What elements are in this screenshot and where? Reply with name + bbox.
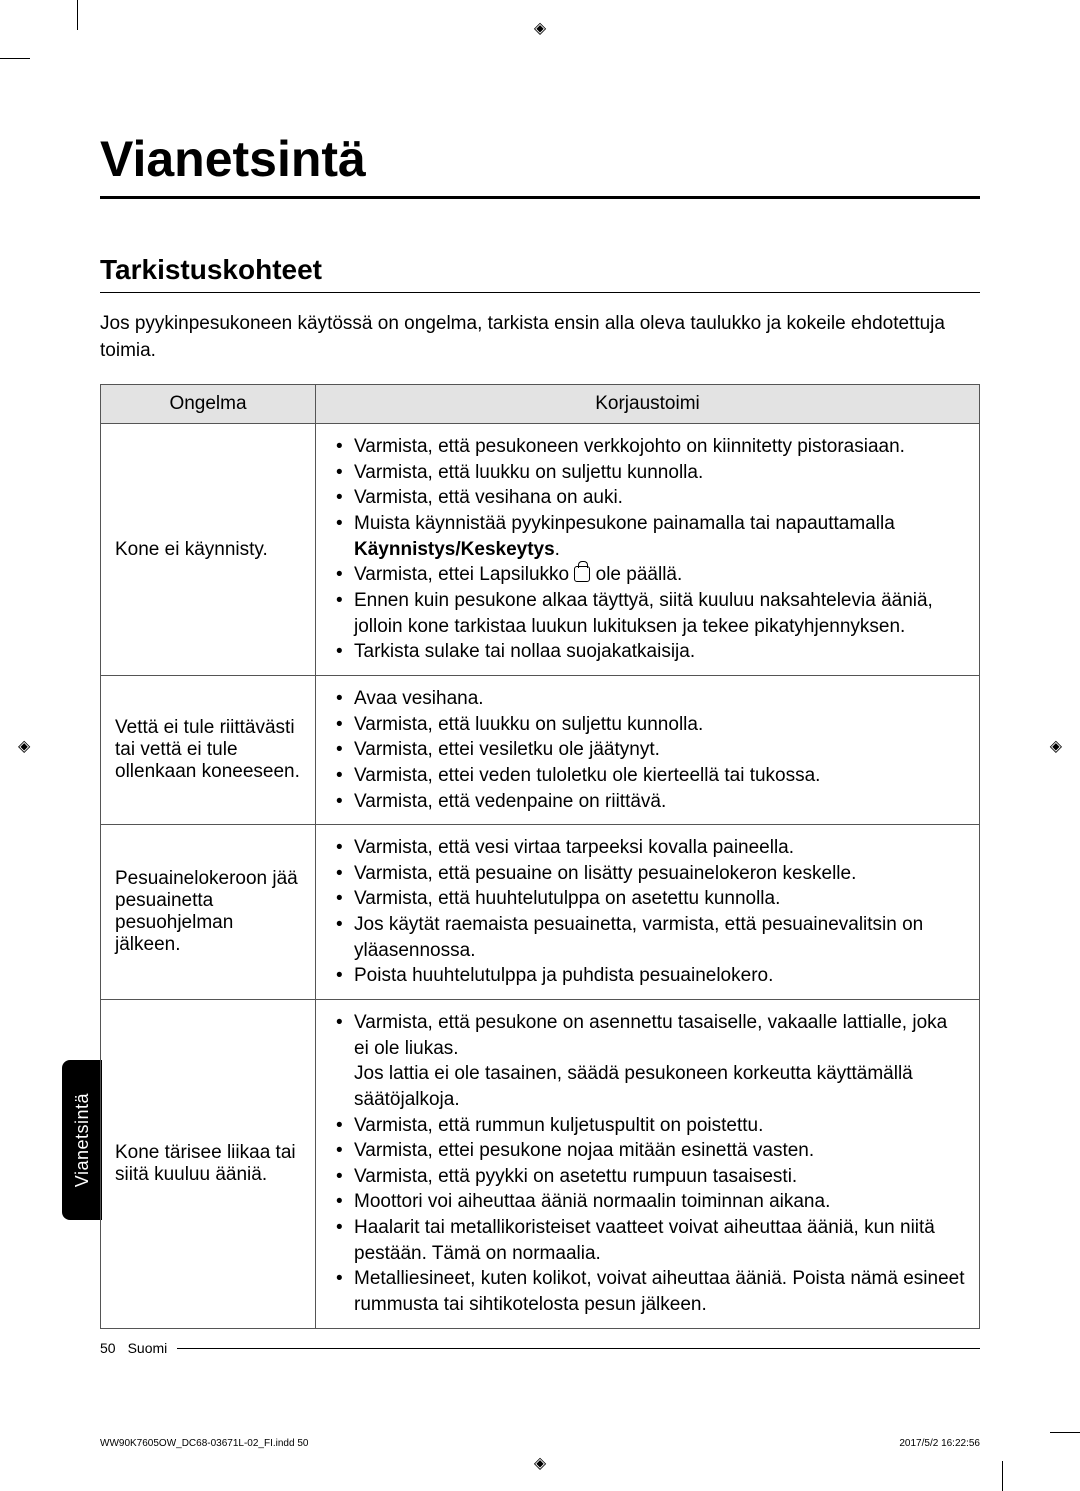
list-item: Varmista, että luukku on suljettu kunnol… xyxy=(330,460,965,486)
action-list: Varmista, että vesi virtaa tarpeeksi kov… xyxy=(330,835,965,989)
list-item: Haalarit tai metallikoristeiset vaatteet… xyxy=(330,1215,965,1266)
list-item: Varmista, että vesihana on auki. xyxy=(330,485,965,511)
table-row: Pesuainelokeroon jää pesuainetta pesuohj… xyxy=(101,825,980,1000)
crop-mark xyxy=(77,0,78,30)
table-header-problem: Ongelma xyxy=(101,385,316,424)
registration-mark-bottom: ◈ xyxy=(534,1453,546,1473)
print-timestamp: 2017/5/2 16:22:56 xyxy=(899,1438,980,1449)
page-number: 50 xyxy=(100,1340,116,1356)
list-item: Varmista, ettei pesukone nojaa mitään es… xyxy=(330,1138,965,1164)
table-row: Vettä ei tule riittävästi tai vettä ei t… xyxy=(101,675,980,824)
list-item: Moottori voi aiheuttaa ääniä normaalin t… xyxy=(330,1189,965,1215)
page-title: Vianetsintä xyxy=(100,130,980,188)
section-rule xyxy=(100,292,980,293)
list-item: Varmista, että pesuaine on lisätty pesua… xyxy=(330,861,965,887)
action-list: Varmista, että pesukone on asennettu tas… xyxy=(330,1010,965,1318)
problem-cell: Kone tärisee liikaa tai siitä kuuluu ään… xyxy=(101,1000,316,1329)
action-list: Avaa vesihana.Varmista, että luukku on s… xyxy=(330,686,965,814)
print-file: WW90K7605OW_DC68-03671L-02_FI.indd 50 xyxy=(100,1438,308,1449)
action-cell: Varmista, että pesukone on asennettu tas… xyxy=(316,1000,980,1329)
registration-mark-left: ◈ xyxy=(18,736,30,756)
table-header-action: Korjaustoimi xyxy=(316,385,980,424)
list-item: Varmista, ettei Lapsilukko ole päällä. xyxy=(330,562,965,588)
table-row: Kone tärisee liikaa tai siitä kuuluu ään… xyxy=(101,1000,980,1329)
list-item: Ennen kuin pesukone alkaa täyttyä, siitä… xyxy=(330,588,965,639)
list-item: Varmista, että luukku on suljettu kunnol… xyxy=(330,712,965,738)
crop-mark xyxy=(1002,1461,1003,1491)
list-item: Metalliesineet, kuten kolikot, voivat ai… xyxy=(330,1266,965,1317)
section-heading: Tarkistuskohteet xyxy=(100,254,980,286)
list-item: Varmista, että huuhtelutulppa on asetett… xyxy=(330,886,965,912)
list-item: Tarkista sulake tai nollaa suojakatkaisi… xyxy=(330,639,965,665)
registration-mark-right: ◈ xyxy=(1050,736,1062,756)
problem-cell: Pesuainelokeroon jää pesuainetta pesuohj… xyxy=(101,825,316,1000)
footer-rule xyxy=(177,1348,980,1349)
list-item: Poista huuhtelutulppa ja puhdista pesuai… xyxy=(330,963,965,989)
list-item: Varmista, että rummun kuljetuspultit on … xyxy=(330,1113,965,1139)
crop-mark xyxy=(0,58,30,59)
crop-mark xyxy=(1050,1432,1080,1433)
page-footer: 50 Suomi xyxy=(100,1340,980,1356)
list-item: Varmista, että vesi virtaa tarpeeksi kov… xyxy=(330,835,965,861)
action-list: Varmista, että pesukoneen verkkojohto on… xyxy=(330,434,965,665)
lock-icon xyxy=(574,566,590,582)
list-item: Muista käynnistää pyykinpesukone painama… xyxy=(330,511,965,562)
table-row: Kone ei käynnisty. Varmista, että pesukon… xyxy=(101,424,980,676)
sidebar-tab-label: Vianetsintä xyxy=(72,1093,93,1187)
list-item: Avaa vesihana. xyxy=(330,686,965,712)
action-cell: Varmista, että pesukoneen verkkojohto on… xyxy=(316,424,980,676)
page-language: Suomi xyxy=(128,1340,168,1356)
list-item: Varmista, että pesukone on asennettu tas… xyxy=(330,1010,965,1113)
list-item: Varmista, että pyykki on asetettu rumpuu… xyxy=(330,1164,965,1190)
print-info: WW90K7605OW_DC68-03671L-02_FI.indd 50 20… xyxy=(100,1438,980,1449)
registration-mark-top: ◈ xyxy=(534,18,546,38)
sidebar-tab: Vianetsintä xyxy=(62,1060,102,1220)
problem-cell: Vettä ei tule riittävästi tai vettä ei t… xyxy=(101,675,316,824)
problem-cell: Kone ei käynnisty. xyxy=(101,424,316,676)
list-item: Varmista, että vedenpaine on riittävä. xyxy=(330,789,965,815)
list-item: Jos käytät raemaista pesuainetta, varmis… xyxy=(330,912,965,963)
list-item: Varmista, ettei vesiletku ole jäätynyt. xyxy=(330,737,965,763)
title-rule xyxy=(100,196,980,199)
action-cell: Avaa vesihana.Varmista, että luukku on s… xyxy=(316,675,980,824)
list-item: Varmista, ettei veden tuloletku ole kier… xyxy=(330,763,965,789)
troubleshooting-table: Ongelma Korjaustoimi Kone ei käynnisty.V… xyxy=(100,384,980,1329)
intro-text: Jos pyykinpesukoneen käytössä on ongelma… xyxy=(100,311,980,364)
page-content: Vianetsintä Tarkistuskohteet Jos pyykinp… xyxy=(100,75,980,1329)
action-cell: Varmista, että vesi virtaa tarpeeksi kov… xyxy=(316,825,980,1000)
list-item: Varmista, että pesukoneen verkkojohto on… xyxy=(330,434,965,460)
